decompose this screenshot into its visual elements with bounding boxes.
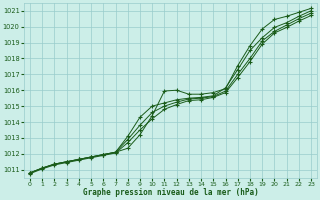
X-axis label: Graphe pression niveau de la mer (hPa): Graphe pression niveau de la mer (hPa) — [83, 188, 258, 197]
